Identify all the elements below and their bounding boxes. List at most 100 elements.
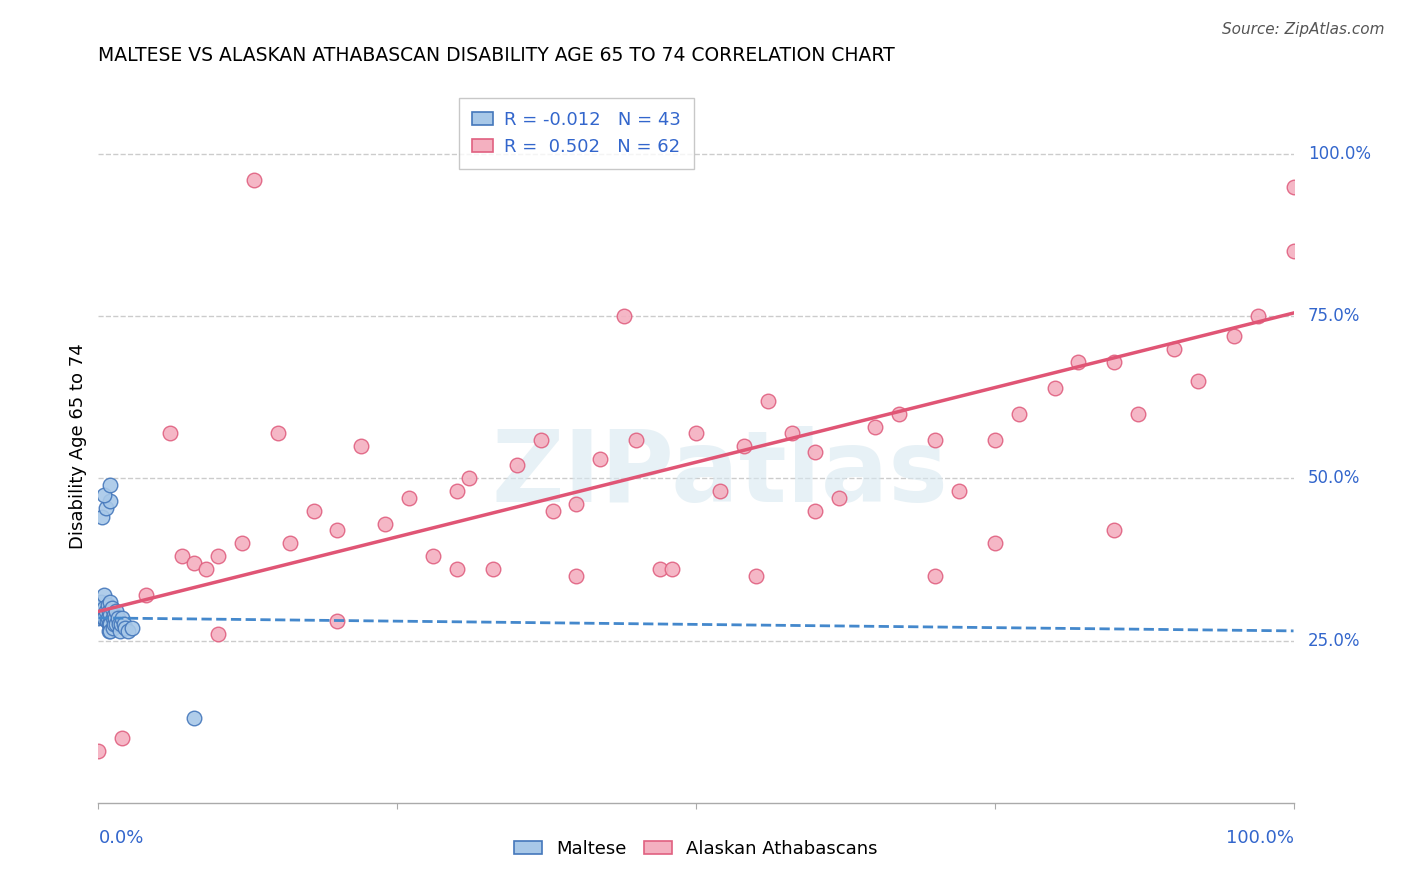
Point	[183, 556, 205, 570]
Point	[948, 484, 970, 499]
Point	[1067, 354, 1090, 368]
Point	[104, 611, 127, 625]
Point	[565, 497, 588, 511]
Point	[87, 611, 110, 625]
Point	[865, 419, 887, 434]
Point	[422, 549, 444, 564]
Point	[183, 711, 205, 725]
Point	[1247, 310, 1270, 324]
Text: 25.0%: 25.0%	[1308, 632, 1361, 649]
Text: 100.0%: 100.0%	[1308, 145, 1371, 163]
Point	[94, 604, 117, 618]
Point	[105, 617, 128, 632]
Point	[207, 627, 229, 641]
Point	[780, 425, 803, 440]
Point	[108, 624, 131, 638]
Point	[446, 484, 468, 499]
Point	[87, 601, 110, 615]
Point	[98, 595, 122, 609]
Point	[458, 471, 481, 485]
Text: MALTESE VS ALASKAN ATHABASCAN DISABILITY AGE 65 TO 74 CORRELATION CHART: MALTESE VS ALASKAN ATHABASCAN DISABILITY…	[98, 46, 896, 65]
Point	[267, 425, 290, 440]
Text: 100.0%: 100.0%	[1226, 829, 1294, 847]
Point	[804, 504, 827, 518]
Point	[111, 611, 134, 625]
Point	[326, 524, 349, 538]
Point	[541, 504, 564, 518]
Point	[481, 562, 505, 576]
Point	[111, 731, 134, 745]
Point	[195, 562, 218, 576]
Legend: Maltese, Alaskan Athabascans: Maltese, Alaskan Athabascans	[508, 833, 884, 865]
Point	[100, 601, 122, 615]
Point	[1128, 407, 1150, 421]
Point	[828, 491, 851, 505]
Point	[101, 611, 124, 625]
Point	[207, 549, 229, 564]
Point	[733, 439, 755, 453]
Point	[93, 611, 115, 625]
Point	[112, 617, 135, 632]
Point	[613, 310, 636, 324]
Point	[804, 445, 827, 459]
Point	[98, 494, 122, 508]
Point	[924, 568, 946, 582]
Point	[278, 536, 301, 550]
Point	[94, 500, 117, 515]
Point	[1187, 374, 1209, 388]
Point	[565, 568, 588, 582]
Point	[97, 598, 120, 612]
Point	[93, 601, 115, 615]
Point	[1008, 407, 1031, 421]
Point	[446, 562, 468, 576]
Point	[87, 744, 110, 758]
Point	[97, 611, 120, 625]
Point	[93, 588, 115, 602]
Point	[1223, 328, 1246, 343]
Point	[91, 604, 114, 618]
Point	[172, 549, 194, 564]
Point	[1282, 179, 1305, 194]
Point	[350, 439, 373, 453]
Point	[530, 433, 553, 447]
Text: ZIPatlas: ZIPatlas	[492, 426, 948, 523]
Point	[117, 624, 139, 638]
Point	[98, 617, 121, 632]
Point	[685, 425, 707, 440]
Y-axis label: Disability Age 65 to 74: Disability Age 65 to 74	[69, 343, 87, 549]
Point	[626, 433, 648, 447]
Point	[103, 607, 125, 622]
Point	[506, 458, 529, 473]
Point	[96, 614, 118, 628]
Point	[135, 588, 157, 602]
Text: 50.0%: 50.0%	[1308, 469, 1360, 487]
Point	[398, 491, 420, 505]
Point	[302, 504, 325, 518]
Text: 75.0%: 75.0%	[1308, 307, 1360, 326]
Point	[98, 617, 122, 632]
Point	[121, 621, 143, 635]
Point	[756, 393, 779, 408]
Point	[326, 614, 349, 628]
Point	[243, 173, 266, 187]
Point	[984, 433, 1007, 447]
Point	[110, 617, 132, 632]
Point	[103, 617, 125, 632]
Point	[924, 433, 946, 447]
Point	[98, 624, 122, 638]
Point	[889, 407, 911, 421]
Point	[1104, 354, 1126, 368]
Point	[159, 425, 181, 440]
Text: 0.0%: 0.0%	[98, 829, 143, 847]
Point	[98, 478, 122, 492]
Point	[984, 536, 1007, 550]
Point	[98, 604, 121, 618]
Point	[661, 562, 683, 576]
Point	[709, 484, 731, 499]
Text: Source: ZipAtlas.com: Source: ZipAtlas.com	[1222, 22, 1385, 37]
Point	[107, 611, 129, 625]
Point	[1104, 524, 1126, 538]
Point	[114, 621, 136, 635]
Point	[745, 568, 768, 582]
Point	[231, 536, 253, 550]
